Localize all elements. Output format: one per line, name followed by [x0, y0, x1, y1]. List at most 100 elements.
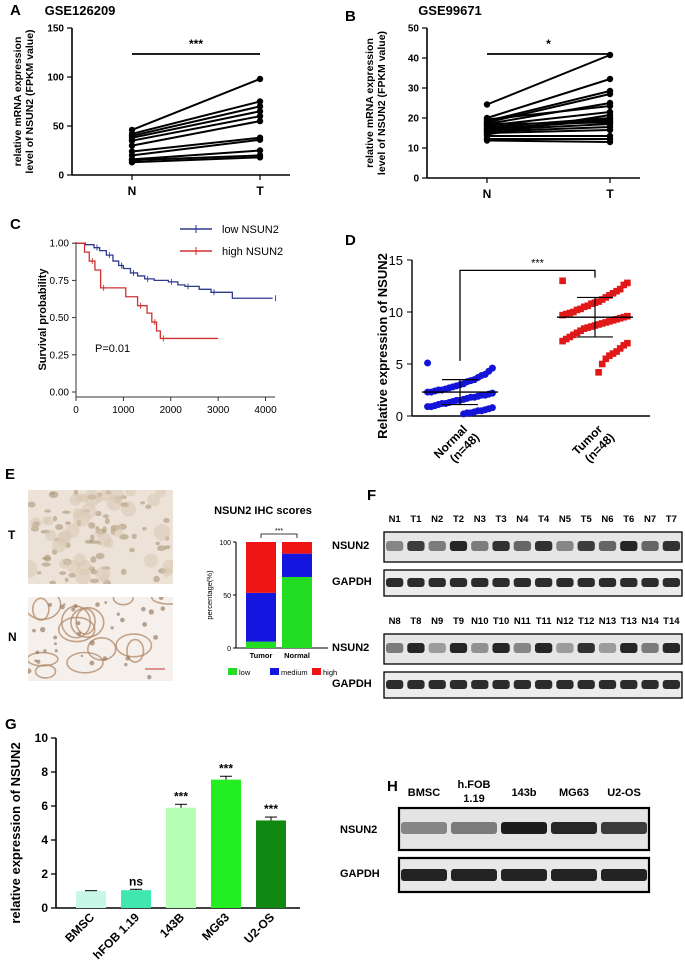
stacked-bar-segment-low: [282, 576, 312, 648]
cell-nucleus: [88, 522, 96, 529]
cell-nucleus: [40, 626, 46, 633]
pair-line: [486, 105, 611, 121]
lane-label: N2: [431, 514, 443, 525]
x-tick-label: T: [606, 187, 614, 201]
data-point-t: [256, 154, 264, 161]
cell-nucleus: [147, 674, 152, 680]
significance-label: ***: [174, 789, 188, 803]
y-tick-label: 150: [47, 24, 64, 35]
data-point-t: [606, 111, 614, 119]
nsun2-band: [598, 541, 617, 551]
legend-label: high NSUN2: [222, 246, 283, 258]
cell-nucleus: [80, 654, 84, 658]
scatter-point-tumor: [616, 345, 624, 352]
nsun2-band: [513, 643, 531, 653]
cell-cytoplasm: [125, 490, 136, 497]
x-tick-label: N: [128, 184, 137, 198]
cell-nucleus: [43, 554, 52, 562]
scatter-point-tumor: [584, 324, 592, 331]
scatter-point-tumor: [620, 341, 628, 349]
data-point-n: [483, 131, 491, 138]
gapdh-band: [449, 578, 468, 587]
cell-nucleus: [36, 571, 42, 575]
gapdh-band: [556, 680, 574, 689]
gapdh-band: [551, 869, 597, 881]
significance-label: *: [546, 37, 551, 51]
x-tick-label: Tumor: [250, 651, 273, 660]
bar: [256, 820, 286, 908]
y-tick-label: 10: [408, 144, 420, 155]
cell-cytoplasm: [69, 493, 82, 506]
cell-nucleus: [116, 612, 120, 616]
lane-label: N7: [644, 514, 656, 525]
nsun2-band: [577, 541, 595, 551]
cell-cytoplasm: [44, 516, 54, 526]
nsun2-band: [577, 643, 595, 653]
scatter-point-tumor: [573, 306, 581, 314]
lane-label: T4: [538, 514, 550, 525]
alveolar-wall: [86, 637, 117, 661]
nsun2-band: [386, 643, 404, 653]
data-point-t: [256, 117, 264, 125]
cell-nucleus: [89, 578, 100, 584]
lane-label: N4: [516, 514, 529, 525]
nsun2-band: [551, 822, 597, 834]
scatter-point-tumor: [559, 337, 566, 345]
cell-nucleus: [110, 626, 114, 630]
cell-nucleus: [90, 556, 97, 563]
data-point-t: [606, 116, 614, 123]
panel-label-c: C: [10, 216, 21, 233]
blot-row-label-nsun2: NSUN2: [332, 540, 369, 552]
data-point-t: [606, 102, 614, 110]
gapdh-band: [513, 578, 531, 587]
scatter-point-tumor: [616, 314, 624, 322]
alveolar-wall: [115, 633, 153, 658]
significance-bracket: [260, 533, 298, 538]
lane-label: T14: [663, 616, 680, 627]
cell-nucleus: [35, 650, 40, 655]
cell-nucleus: [41, 562, 51, 567]
x-tick-label: MG63: [199, 910, 232, 943]
cell-nucleus: [95, 552, 105, 560]
y-tick-label: 15: [389, 253, 403, 268]
gapdh-band: [577, 680, 595, 689]
lane-label: T5: [581, 514, 593, 525]
gapdh-band: [449, 680, 468, 689]
cell-nucleus: [43, 649, 47, 653]
scatter-point-tumor: [598, 296, 606, 303]
cell-nucleus: [54, 649, 58, 653]
gapdh-band: [556, 578, 574, 587]
significance-bracket: [459, 269, 596, 361]
lane-label-line1: h.FOB: [458, 779, 491, 791]
y-tick-label: 1.00: [50, 239, 70, 250]
gapdh-band: [662, 578, 680, 587]
blot-row-label-gapdh: GAPDH: [332, 678, 372, 690]
gapdh-band: [471, 680, 489, 689]
nsun2-band: [620, 643, 638, 653]
lane-label: T10: [493, 616, 509, 627]
scatter-point-tumor: [559, 311, 566, 319]
cell-nucleus: [76, 621, 81, 626]
nsun2-band: [662, 643, 680, 653]
panel-e-ihc-chart: NSUN2 IHC scores 0 50 100 percentage(%) Tumor…: [205, 505, 337, 677]
cell-nucleus: [44, 509, 52, 513]
stacked-bar-segment-high: [246, 542, 276, 593]
gapdh-band: [641, 578, 659, 587]
cell-cytoplasm: [28, 560, 38, 579]
scatter-point-tumor: [624, 279, 631, 287]
cell-nucleus: [160, 606, 166, 611]
stacked-bar-segment-medium: [282, 553, 312, 577]
bar: [121, 890, 151, 908]
cell-nucleus: [164, 545, 171, 550]
alveolar-wall: [151, 597, 173, 605]
x-tick-label: 143B: [157, 910, 187, 940]
cell-nucleus: [153, 634, 159, 640]
scatter-point-tumor: [624, 312, 631, 320]
scatter-point-tumor: [577, 327, 584, 335]
significance-label: ***: [264, 802, 278, 816]
scatter-point-tumor: [580, 303, 588, 311]
y-tick-label: 50: [408, 24, 420, 35]
nsun2-band: [662, 541, 680, 551]
